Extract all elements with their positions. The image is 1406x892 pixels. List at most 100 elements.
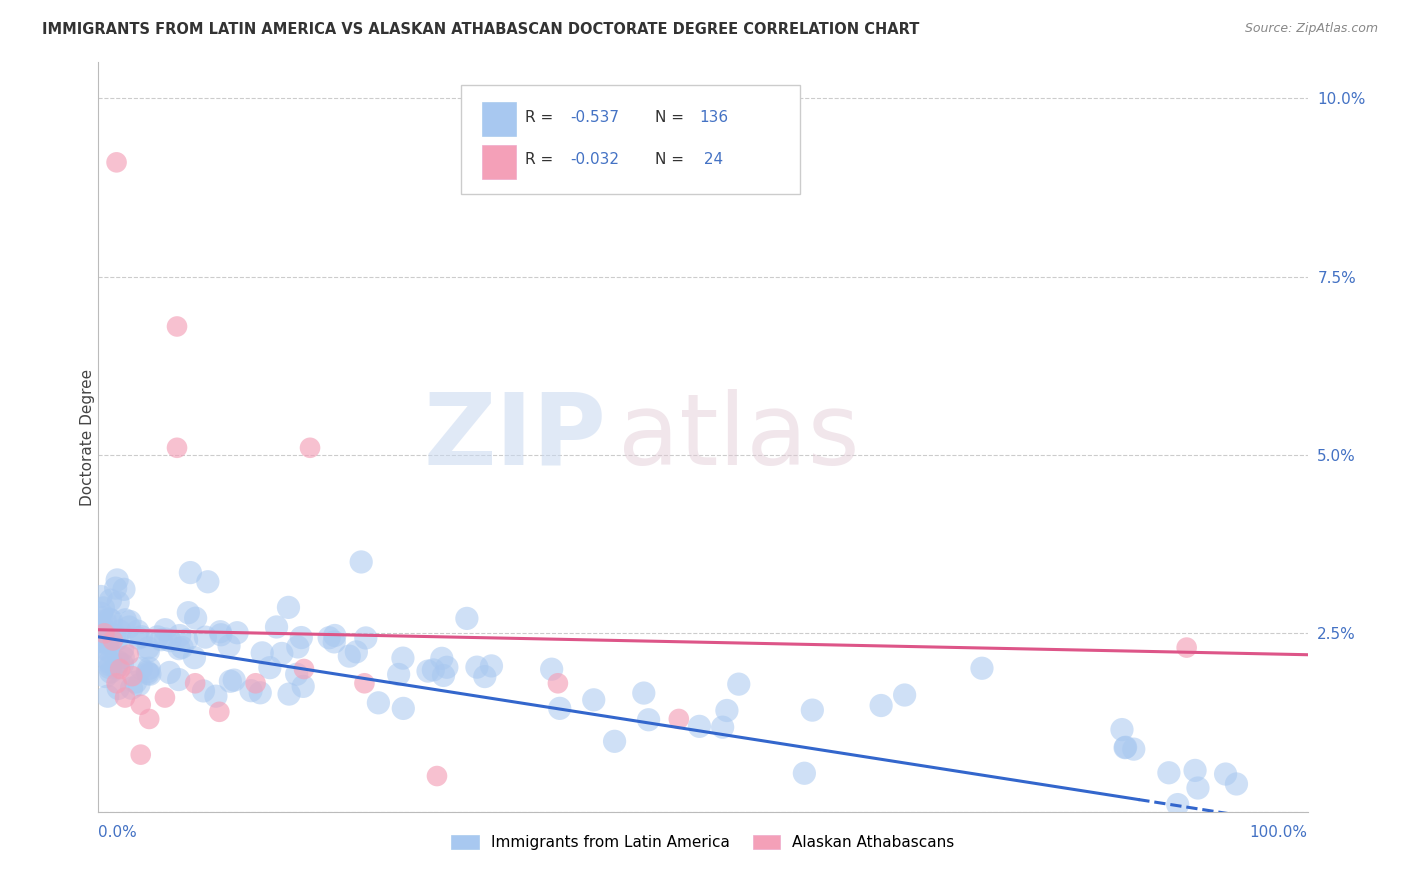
Point (112, 650, 135, 665)
Point (184, 611, 207, 625)
Point (270, 647, 292, 661)
Text: 100.0%: 100.0% (1250, 825, 1308, 840)
Point (167, 641, 190, 656)
Point (93, 601, 115, 615)
Point (688, 719, 710, 733)
Point (1167, 797, 1189, 812)
Point (93, 626, 115, 640)
Point (344, 645, 367, 659)
Point (98, 658, 121, 673)
Point (277, 600, 299, 615)
Point (603, 734, 626, 748)
Point (240, 683, 263, 698)
Point (118, 620, 141, 634)
Point (124, 675, 146, 690)
Point (278, 687, 301, 701)
Point (97, 689, 120, 703)
Point (159, 665, 181, 680)
Text: -0.537: -0.537 (569, 110, 619, 125)
Point (97, 644, 120, 658)
Point (416, 664, 439, 678)
Point (323, 628, 346, 642)
Point (90, 632, 112, 646)
Point (716, 704, 738, 718)
Point (153, 690, 176, 705)
Point (179, 566, 201, 580)
Text: 24: 24 (699, 153, 724, 168)
Point (208, 705, 231, 719)
Point (354, 631, 377, 645)
Point (107, 655, 129, 669)
Point (474, 669, 496, 683)
Point (127, 631, 149, 645)
Point (292, 679, 315, 693)
Point (94, 614, 117, 628)
Point (318, 631, 340, 645)
Point (93, 629, 115, 643)
Point (547, 676, 569, 690)
Point (100, 593, 122, 607)
Point (129, 698, 152, 712)
Point (392, 701, 415, 715)
Point (114, 613, 136, 627)
Point (893, 688, 915, 702)
Text: -0.032: -0.032 (569, 153, 619, 168)
Point (90, 590, 112, 604)
Point (287, 640, 309, 654)
Point (1114, 740, 1136, 755)
Point (96, 636, 118, 650)
Point (226, 625, 249, 640)
Point (108, 624, 131, 638)
Point (89, 641, 111, 656)
Point (111, 642, 134, 657)
Text: N =: N = (655, 153, 689, 168)
Point (292, 662, 315, 676)
Point (1111, 723, 1133, 737)
Point (136, 640, 159, 655)
Point (245, 676, 267, 690)
Point (582, 693, 605, 707)
Point (107, 681, 129, 696)
Point (91, 626, 114, 640)
Point (870, 698, 893, 713)
Point (456, 611, 478, 625)
Y-axis label: Doctorate Degree: Doctorate Degree (80, 368, 94, 506)
Point (727, 677, 749, 691)
FancyBboxPatch shape (461, 85, 800, 194)
Point (136, 666, 159, 681)
Point (353, 676, 375, 690)
Text: R =: R = (526, 153, 558, 168)
Point (159, 633, 181, 648)
Text: 0.0%: 0.0% (98, 825, 138, 840)
Legend: Immigrants from Latin America, Alaskan Athabascans: Immigrants from Latin America, Alaskan A… (446, 830, 960, 856)
Point (970, 661, 993, 675)
Point (129, 747, 152, 762)
Point (89, 619, 111, 633)
Point (172, 640, 194, 655)
Point (90, 606, 112, 620)
Point (118, 648, 141, 662)
Point (114, 690, 136, 705)
Point (138, 644, 160, 658)
Point (98, 612, 121, 626)
Point (548, 701, 571, 715)
Point (426, 769, 449, 783)
Point (1122, 742, 1144, 756)
Point (112, 582, 135, 597)
Point (127, 624, 149, 639)
Point (111, 657, 134, 672)
Point (105, 661, 128, 675)
Point (104, 581, 127, 595)
Text: R =: R = (526, 110, 558, 125)
Point (107, 595, 129, 609)
FancyBboxPatch shape (482, 103, 516, 136)
Point (155, 632, 177, 646)
Point (1175, 640, 1198, 655)
Point (193, 684, 215, 698)
Point (166, 441, 188, 455)
Point (101, 633, 124, 648)
Point (176, 633, 198, 648)
Point (1215, 767, 1237, 781)
Point (184, 676, 207, 690)
Point (481, 659, 503, 673)
